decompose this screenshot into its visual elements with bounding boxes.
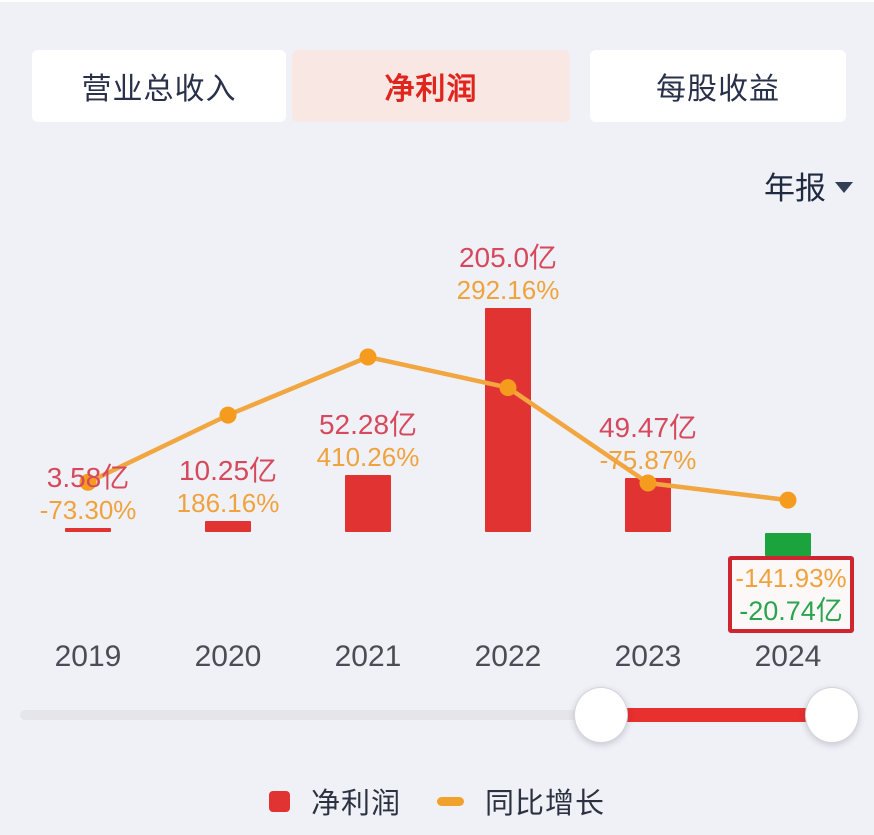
growth-label-2021: 410.26% <box>316 441 420 472</box>
line-point-2024[interactable] <box>779 491 797 509</box>
tab-eps[interactable]: 每股收益 <box>590 50 846 122</box>
tooltip-growth-value: -141.93% <box>735 562 847 593</box>
value-label-2020: 10.25亿 <box>178 454 278 486</box>
growth-label-2020: 186.16% <box>176 487 280 518</box>
line-point-2022[interactable] <box>499 379 517 397</box>
x-axis-label-2019: 2019 <box>54 640 122 673</box>
range-slider-selection[interactable] <box>601 708 832 722</box>
x-axis-label-2020: 2020 <box>194 640 262 673</box>
bar-2019[interactable] <box>65 528 111 532</box>
growth-label-2022: 292.16% <box>456 275 560 305</box>
legend-item-net-profit[interactable]: 净利润 <box>268 780 401 822</box>
line-point-2021[interactable] <box>359 348 377 366</box>
bar-2020[interactable] <box>205 520 251 532</box>
range-slider-track[interactable] <box>20 710 858 720</box>
period-dropdown[interactable]: 年报 <box>764 167 853 206</box>
line-point-2023[interactable] <box>639 474 657 492</box>
range-slider-left-handle[interactable] <box>574 687 628 743</box>
legend-item-yoy-growth[interactable]: 同比增长 <box>437 780 605 822</box>
range-slider-right-handle[interactable] <box>805 687 859 743</box>
tab-total-revenue[interactable]: 营业总收入 <box>32 50 286 122</box>
value-label-2023: 49.47亿 <box>598 411 698 443</box>
chevron-down-icon <box>835 181 853 193</box>
value-label-2022: 205.0亿 <box>458 242 558 273</box>
growth-label-2019: -73.30% <box>39 495 137 525</box>
x-axis-label-2024: 2024 <box>754 640 822 673</box>
bar-swatch-icon <box>268 790 290 812</box>
tooltip-profit-value: -20.74亿 <box>739 595 843 626</box>
x-axis-label-2021: 2021 <box>334 640 402 673</box>
bar-2022[interactable] <box>485 308 531 532</box>
legend: 净利润 同比增长 <box>0 781 874 821</box>
tab-net-profit[interactable]: 净利润 <box>292 50 570 122</box>
line-swatch-icon <box>437 796 464 806</box>
bar-2024[interactable] <box>765 533 811 556</box>
line-point-2020[interactable] <box>219 406 237 424</box>
period-label: 年报 <box>764 170 826 206</box>
line-point-2019[interactable] <box>79 473 97 491</box>
highlight-tooltip-2024: -141.93% -20.74亿 <box>728 556 854 633</box>
bar-2021[interactable] <box>345 474 391 532</box>
x-axis-label-2022: 2022 <box>474 640 542 673</box>
value-label-2021: 52.28亿 <box>318 408 418 440</box>
growth-label-2023: -75.87% <box>599 444 697 475</box>
legend-label: 净利润 <box>310 788 401 820</box>
x-axis-label-2023: 2023 <box>614 640 682 673</box>
legend-label: 同比增长 <box>485 788 606 820</box>
